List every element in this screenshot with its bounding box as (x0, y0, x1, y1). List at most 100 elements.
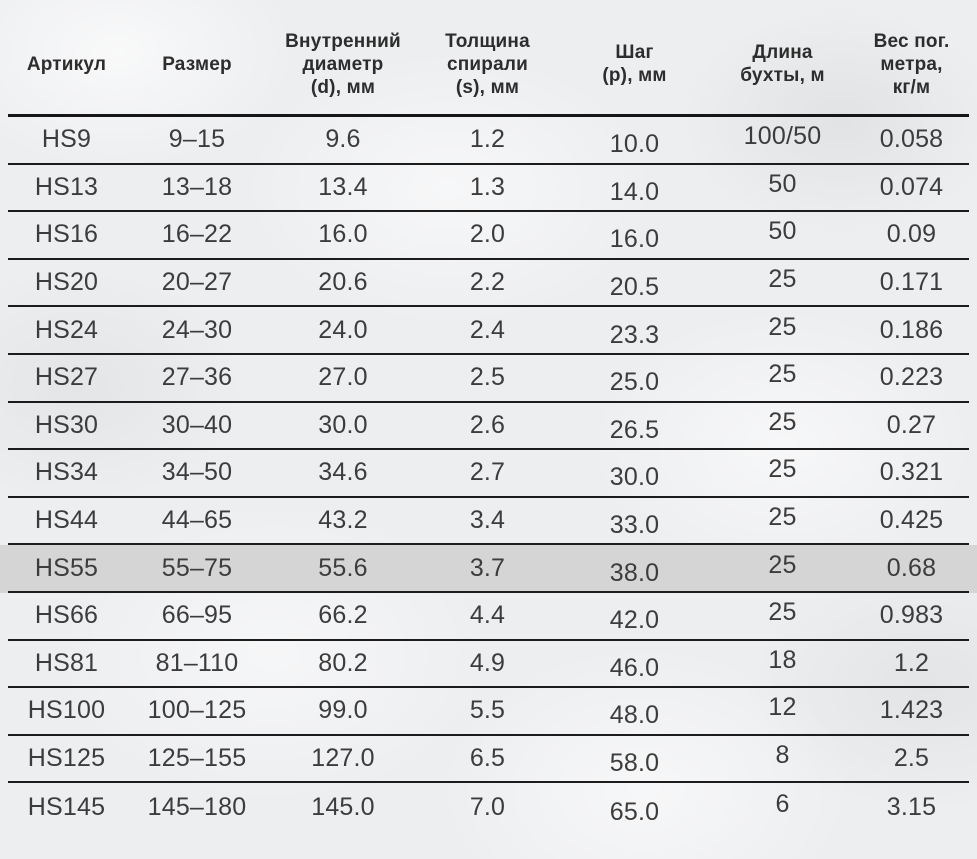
cell-spiral-thickness: 2.7 (469, 458, 506, 487)
cell-spiral-thickness: 4.4 (469, 601, 506, 630)
cell-pitch: 46.0 (609, 653, 660, 682)
cell-coil-length: 100/50 (743, 122, 822, 151)
cell-pitch: 10.0 (609, 130, 660, 159)
cell-inner-diameter: 66.2 (318, 601, 368, 630)
cell-weight: 0.983 (879, 601, 944, 630)
cell-inner-diameter: 145.0 (311, 792, 375, 821)
cell-weight: 0.425 (879, 506, 944, 535)
cell-coil-length: 50 (768, 217, 797, 246)
cell-weight: 0.171 (879, 268, 944, 297)
cell-size: 20–27 (161, 268, 233, 297)
cell-pitch: 26.5 (609, 415, 660, 444)
table-row: HS100 100–125 99.0 5.5 48.0 12 1.423 (8, 688, 969, 736)
cell-size: 125–155 (147, 744, 247, 773)
cell-article: HS13 (34, 172, 99, 201)
table-row: HS81 81–110 80.2 4.9 46.0 18 1.2 (8, 641, 969, 689)
cell-pitch: 23.3 (609, 320, 660, 349)
cell-size: 16–22 (161, 220, 233, 249)
column-header-size: Размер (162, 53, 232, 75)
cell-coil-length: 50 (768, 169, 797, 198)
table-row: HS27 27–36 27.0 2.5 25.0 25 0.223 (8, 355, 969, 403)
cell-article: HS145 (27, 792, 106, 821)
cell-size: 24–30 (161, 315, 233, 344)
cell-spiral-thickness: 3.7 (469, 553, 506, 582)
cell-coil-length: 25 (768, 312, 797, 341)
cell-spiral-thickness: 2.4 (469, 315, 506, 344)
cell-weight: 0.058 (879, 125, 944, 154)
cell-weight: 1.2 (893, 648, 930, 677)
table-row: HS30 30–40 30.0 2.6 26.5 25 0.27 (8, 403, 969, 451)
cell-inner-diameter: 34.6 (318, 458, 368, 487)
cell-coil-length: 25 (768, 360, 797, 389)
table-row: HS55 55–75 55.6 3.7 38.0 25 0.68 (8, 545, 969, 593)
cell-pitch: 20.5 (609, 273, 660, 302)
cell-inner-diameter: 80.2 (318, 648, 368, 677)
cell-pitch: 38.0 (609, 558, 660, 587)
cell-coil-length: 25 (768, 550, 797, 579)
table-row: HS16 16–22 16.0 2.0 16.0 50 0.09 (8, 212, 969, 260)
cell-spiral-thickness: 2.2 (469, 268, 506, 297)
cell-coil-length: 25 (768, 598, 797, 627)
cell-inner-diameter: 99.0 (318, 696, 368, 725)
cell-pitch: 16.0 (609, 225, 660, 254)
cell-weight: 0.09 (886, 220, 937, 249)
table-row: HS24 24–30 24.0 2.4 23.3 25 0.186 (8, 307, 969, 355)
cell-inner-diameter: 55.6 (318, 553, 368, 582)
cell-size: 27–36 (161, 363, 233, 392)
cell-article: HS27 (34, 363, 99, 392)
cell-pitch: 30.0 (609, 463, 660, 492)
cell-coil-length: 18 (768, 645, 797, 674)
cell-spiral-thickness: 7.0 (469, 792, 506, 821)
table-row: HS34 34–50 34.6 2.7 30.0 25 0.321 (8, 450, 969, 498)
cell-size: 9–15 (168, 125, 226, 154)
table-body: HS9 9–15 9.6 1.2 10.0 100/50 0.058 HS13 … (8, 117, 969, 831)
cell-inner-diameter: 20.6 (318, 268, 368, 297)
cell-inner-diameter: 43.2 (318, 506, 368, 535)
cell-article: HS16 (34, 220, 99, 249)
cell-article: HS44 (34, 506, 99, 535)
table-row: HS9 9–15 9.6 1.2 10.0 100/50 0.058 (8, 117, 969, 165)
cell-inner-diameter: 127.0 (311, 744, 375, 773)
cell-article: HS20 (34, 268, 99, 297)
cell-inner-diameter: 30.0 (318, 410, 368, 439)
cell-size: 145–180 (147, 792, 247, 821)
table-row: HS13 13–18 13.4 1.3 14.0 50 0.074 (8, 165, 969, 213)
cell-size: 34–50 (161, 458, 233, 487)
cell-article: HS30 (34, 410, 99, 439)
cell-coil-length: 12 (768, 693, 797, 722)
cell-pitch: 48.0 (609, 701, 660, 730)
cell-spiral-thickness: 3.4 (469, 506, 506, 535)
cell-spiral-thickness: 2.0 (469, 220, 506, 249)
cell-pitch: 25.0 (609, 368, 660, 397)
cell-size: 100–125 (147, 696, 247, 725)
cell-weight: 3.15 (886, 792, 937, 821)
cell-article: HS66 (34, 601, 99, 630)
cell-article: HS55 (34, 553, 99, 582)
cell-inner-diameter: 16.0 (318, 220, 368, 249)
cell-article: HS100 (27, 696, 106, 725)
cell-coil-length: 25 (768, 455, 797, 484)
cell-weight: 1.423 (879, 696, 944, 725)
cell-article: HS24 (34, 315, 99, 344)
cell-inner-diameter: 9.6 (325, 125, 361, 154)
cell-spiral-thickness: 6.5 (469, 744, 506, 773)
cell-spiral-thickness: 1.2 (469, 125, 506, 154)
cell-size: 66–95 (161, 601, 233, 630)
column-header-inner_diameter: Внутренний диаметр (d), мм (285, 30, 401, 98)
cell-pitch: 42.0 (609, 606, 660, 635)
table-row: HS44 44–65 43.2 3.4 33.0 25 0.425 (8, 498, 969, 546)
cell-size: 13–18 (161, 172, 233, 201)
cell-spiral-thickness: 2.6 (469, 410, 506, 439)
cell-pitch: 58.0 (609, 749, 660, 778)
column-header-weight_per_meter: Вес пог. метра, кг/м (873, 30, 950, 98)
cell-coil-length: 8 (775, 741, 790, 770)
cell-inner-diameter: 24.0 (318, 315, 368, 344)
cell-article: HS34 (34, 458, 99, 487)
table-row: HS20 20–27 20.6 2.2 20.5 25 0.171 (8, 260, 969, 308)
cell-weight: 0.27 (886, 410, 937, 439)
cell-spiral-thickness: 5.5 (469, 696, 506, 725)
column-header-pitch: Шаг (p), мм (602, 42, 667, 86)
cell-article: HS125 (27, 744, 106, 773)
cell-spiral-thickness: 2.5 (469, 363, 506, 392)
cell-weight: 0.321 (879, 458, 944, 487)
